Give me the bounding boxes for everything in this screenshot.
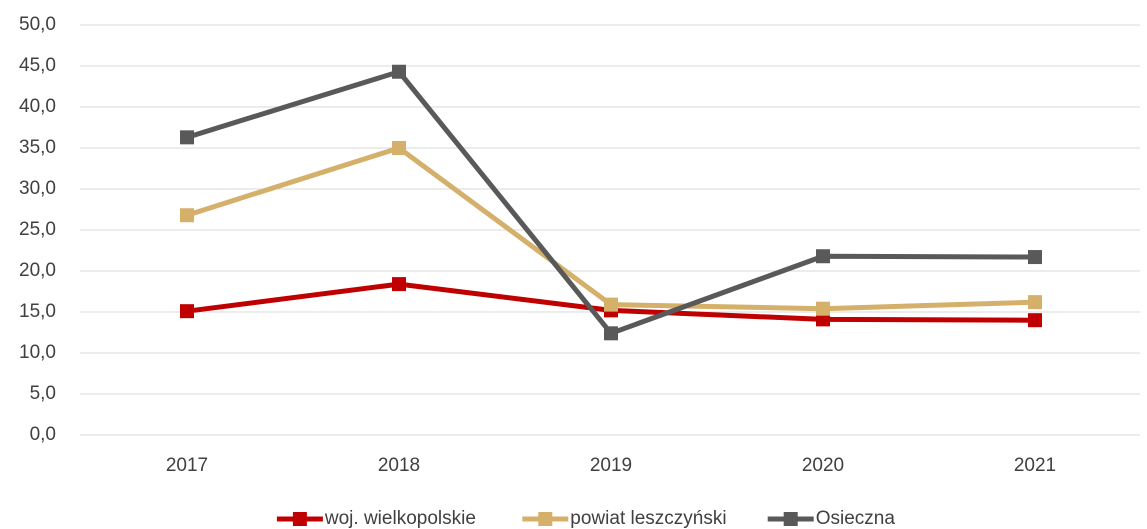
y-tick-label: 35,0 bbox=[19, 137, 56, 158]
y-tick-label: 10,0 bbox=[19, 342, 56, 363]
x-tick-label: 2017 bbox=[166, 455, 208, 476]
point-marker bbox=[604, 297, 618, 312]
legend-marker bbox=[538, 512, 553, 526]
legend-label: Osieczna bbox=[816, 508, 896, 529]
x-tick-label: 2019 bbox=[590, 455, 632, 476]
point-marker bbox=[816, 249, 830, 264]
legend-label: woj. wielkopolskie bbox=[324, 508, 476, 529]
y-tick-label: 30,0 bbox=[19, 178, 56, 199]
legend-marker bbox=[783, 512, 798, 526]
legend-marker bbox=[292, 512, 307, 526]
y-tick-label: 5,0 bbox=[30, 383, 56, 404]
x-tick-label: 2020 bbox=[802, 455, 844, 476]
point-marker bbox=[180, 304, 194, 319]
y-tick-label: 15,0 bbox=[19, 301, 56, 322]
x-tick-label: 2018 bbox=[378, 455, 420, 476]
y-tick-label: 20,0 bbox=[19, 260, 56, 281]
point-marker bbox=[816, 312, 830, 327]
point-marker bbox=[392, 277, 406, 292]
point-marker bbox=[1028, 295, 1042, 310]
y-tick-label: 0,0 bbox=[30, 424, 56, 445]
point-marker bbox=[1028, 313, 1042, 328]
y-tick-label: 50,0 bbox=[19, 14, 56, 35]
point-marker bbox=[180, 208, 194, 223]
legend-label: powiat leszczyński bbox=[570, 508, 726, 529]
point-marker bbox=[816, 301, 830, 316]
point-marker bbox=[392, 141, 406, 155]
y-tick-label: 40,0 bbox=[19, 96, 56, 117]
y-tick-label: 25,0 bbox=[19, 219, 56, 240]
point-marker bbox=[180, 130, 194, 145]
point-marker bbox=[392, 64, 406, 79]
series-line bbox=[186, 145, 1036, 312]
y-tick-label: 45,0 bbox=[19, 55, 56, 76]
point-marker bbox=[604, 326, 618, 341]
x-tick-label: 2021 bbox=[1014, 455, 1056, 476]
point-marker bbox=[1028, 250, 1042, 265]
